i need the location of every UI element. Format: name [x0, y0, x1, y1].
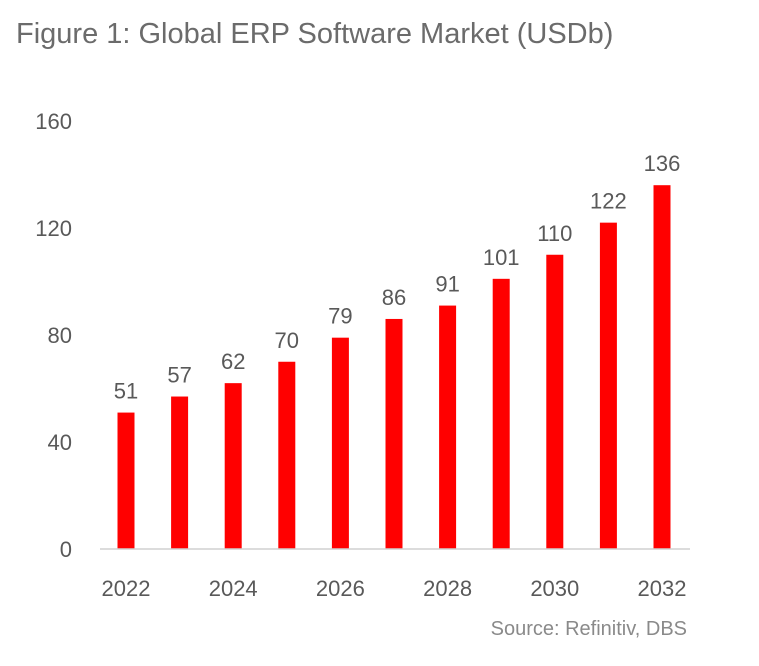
y-tick-label: 0	[60, 537, 72, 562]
data-label-2028: 91	[435, 272, 459, 297]
data-label-2030: 110	[537, 221, 572, 246]
bar-2022	[117, 412, 135, 549]
y-tick-label: 40	[48, 430, 72, 455]
data-label-2029: 101	[483, 245, 520, 270]
bar-2023	[171, 396, 189, 549]
y-tick-label: 120	[35, 216, 72, 241]
x-tick-label: 2028	[423, 576, 472, 601]
y-tick-label: 160	[35, 109, 72, 134]
bar-2032	[653, 185, 671, 549]
data-label-2031: 122	[590, 189, 627, 214]
bar-2028	[439, 305, 457, 549]
data-label-2024: 62	[221, 349, 245, 374]
y-tick-label: 80	[48, 323, 72, 348]
x-tick-label: 2024	[209, 576, 258, 601]
bar-2031	[599, 222, 617, 549]
chart-title: Figure 1: Global ERP Software Market (US…	[16, 18, 614, 50]
data-label-2023: 57	[167, 363, 191, 388]
source-note: Source: Refinitiv, DBS	[490, 618, 687, 640]
bar-2025	[278, 361, 296, 549]
bar-2029	[492, 278, 510, 549]
bar-2027	[385, 318, 403, 549]
bar-2026	[331, 337, 349, 549]
x-tick-label: 2026	[316, 576, 365, 601]
bar-2024	[224, 383, 242, 549]
x-tick-label: 2022	[102, 576, 151, 601]
data-label-2022: 51	[114, 379, 138, 404]
data-label-2027: 86	[382, 285, 406, 310]
bar-2030	[546, 254, 564, 549]
x-tick-label: 2030	[530, 576, 579, 601]
data-label-2026: 79	[328, 304, 352, 329]
x-tick-label: 2032	[638, 576, 687, 601]
data-label-2025: 70	[275, 328, 299, 353]
data-label-2032: 136	[644, 151, 681, 176]
